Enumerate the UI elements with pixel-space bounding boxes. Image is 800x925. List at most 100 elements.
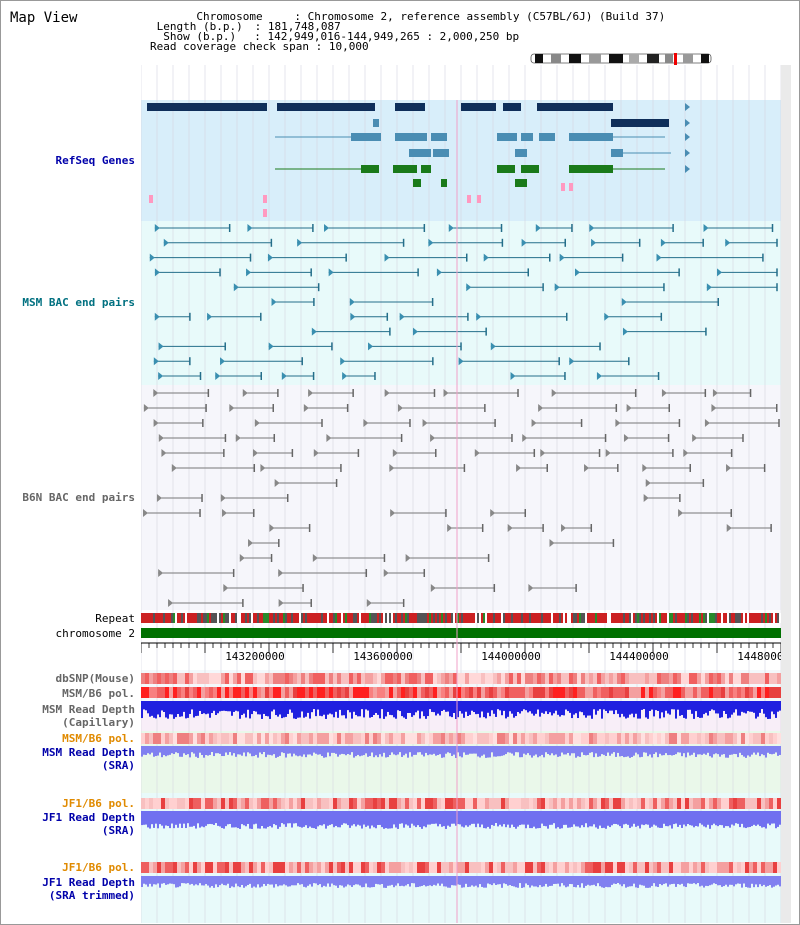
chromosome-value: Chromosome 2, reference assembly (C57BL/… xyxy=(307,10,666,23)
read-depth-bar xyxy=(543,876,545,887)
read-depth-bar xyxy=(763,746,765,756)
track-label-dbsnp[interactable]: dbSNP(Mouse) xyxy=(55,672,135,685)
b6n-bac-end xyxy=(269,524,275,532)
track-label-msm-depth-sra-1[interactable]: MSM Read Depth xyxy=(42,746,135,759)
track-label-jf1-b6-pol-2[interactable]: JF1/B6 pol. xyxy=(62,861,135,874)
track-label-repeat[interactable]: Repeat xyxy=(95,612,135,625)
repeat-segment xyxy=(195,613,197,623)
read-depth-bar xyxy=(283,746,285,754)
track-label-msm-b6-pol-1[interactable]: MSM/B6 pol. xyxy=(62,687,135,700)
read-depth-bar xyxy=(215,701,217,716)
read-depth-bar xyxy=(747,876,749,888)
read-depth-bar xyxy=(153,876,155,885)
b6n-bac-end xyxy=(366,599,372,607)
repeat-segment xyxy=(699,613,701,623)
read-depth-bar xyxy=(393,701,395,718)
read-depth-bar xyxy=(501,811,503,827)
heatmap-cell xyxy=(693,798,697,809)
read-depth-bar xyxy=(687,876,689,884)
genome-tracks-panel[interactable]: 143200000 143600000 144000000 144400000 1448… xyxy=(141,65,781,923)
b6n-bac-end xyxy=(692,434,698,442)
read-depth-bar xyxy=(557,746,559,757)
heatmap-cell xyxy=(601,673,605,684)
read-depth-bar xyxy=(227,876,229,884)
read-depth-bar xyxy=(737,746,739,758)
track-label-refseq[interactable]: RefSeq Genes xyxy=(55,154,135,167)
heatmap-cell xyxy=(469,687,473,698)
read-depth-bar xyxy=(705,701,707,713)
grid-lines xyxy=(141,65,781,923)
msm-bac-end xyxy=(153,357,159,366)
heatmap-cell xyxy=(429,798,433,809)
heatmap-cell xyxy=(473,687,477,698)
read-depth-bar xyxy=(223,746,225,757)
read-depth-bar xyxy=(597,811,599,829)
track-label-jf1-b6-pol-1[interactable]: JF1/B6 pol. xyxy=(62,797,135,810)
read-depth-bar xyxy=(565,876,567,888)
read-depth-bar xyxy=(333,876,335,886)
read-depth-bar xyxy=(279,811,281,827)
read-depth-bar xyxy=(679,701,681,716)
repeat-segment xyxy=(337,613,339,623)
read-depth-bar xyxy=(195,876,197,885)
read-depth-bar xyxy=(581,876,583,884)
repeat-segment xyxy=(683,613,685,623)
read-depth-bar xyxy=(529,876,531,888)
track-label-msm-depth-cap-1[interactable]: MSM Read Depth xyxy=(42,703,135,716)
heatmap-cell xyxy=(317,798,321,809)
read-depth-bar xyxy=(415,876,417,888)
read-depth-bar xyxy=(707,701,709,716)
read-depth-bar xyxy=(757,811,759,825)
read-depth-bar xyxy=(537,876,539,888)
track-label-msm-b6-pol-2[interactable]: MSM/B6 pol. xyxy=(62,732,135,745)
repeat-segment xyxy=(669,613,671,623)
heatmap-cell xyxy=(693,733,697,744)
read-depth-bar xyxy=(309,701,311,719)
track-label-chromosome[interactable]: chromosome 2 xyxy=(55,627,135,640)
heatmap-cell xyxy=(305,798,309,809)
repeat-segment xyxy=(767,613,769,623)
read-depth-bar xyxy=(313,701,315,710)
heatmap-cell xyxy=(349,798,353,809)
read-depth-bar xyxy=(321,701,323,717)
heatmap-cell xyxy=(321,673,325,684)
read-depth-bar xyxy=(311,811,313,828)
heatmap-cell xyxy=(637,862,641,873)
read-depth-bar xyxy=(453,746,455,755)
refseq-gene-features xyxy=(147,103,690,217)
heatmap-cell xyxy=(481,862,485,873)
track-label-jf1-depth-trim-1[interactable]: JF1 Read Depth xyxy=(42,876,135,889)
read-depth-bar xyxy=(365,811,367,827)
track-label-msm-bac[interactable]: MSM BAC end pairs xyxy=(22,296,135,309)
read-depth-bar xyxy=(587,876,589,885)
heatmap-cell xyxy=(141,733,145,744)
heatmap-cell xyxy=(561,673,565,684)
vertical-scrollbar[interactable] xyxy=(781,65,791,923)
read-depth-bar xyxy=(345,876,347,887)
read-depth-bar xyxy=(561,811,563,829)
read-depth-bar xyxy=(715,811,717,826)
heatmap-cell xyxy=(737,862,741,873)
read-depth-bar xyxy=(731,701,733,715)
read-depth-bar xyxy=(383,746,385,753)
track-label-b6n-bac[interactable]: B6N BAC end pairs xyxy=(22,491,135,504)
read-depth-bar xyxy=(229,876,231,888)
repeat-segment xyxy=(269,613,271,623)
read-depth-bar xyxy=(261,701,263,719)
read-depth-bar xyxy=(699,876,701,887)
read-depth-bar xyxy=(397,876,399,884)
repeat-segment xyxy=(573,613,575,623)
read-depth-bar xyxy=(461,701,463,714)
repeat-segment xyxy=(511,613,513,623)
heatmap-cell xyxy=(633,862,637,873)
track-label-jf1-depth-sra-1[interactable]: JF1 Read Depth xyxy=(42,811,135,824)
read-depth-bar xyxy=(149,876,151,884)
read-depth-bar xyxy=(661,876,663,886)
chromosome-ideogram[interactable] xyxy=(529,53,715,65)
read-depth-bar xyxy=(353,701,355,712)
read-depth-bar xyxy=(293,701,295,719)
repeat-segment xyxy=(663,613,665,623)
read-depth-bar xyxy=(719,746,721,757)
read-depth-bar xyxy=(669,876,671,885)
read-depth-bar xyxy=(717,811,719,827)
